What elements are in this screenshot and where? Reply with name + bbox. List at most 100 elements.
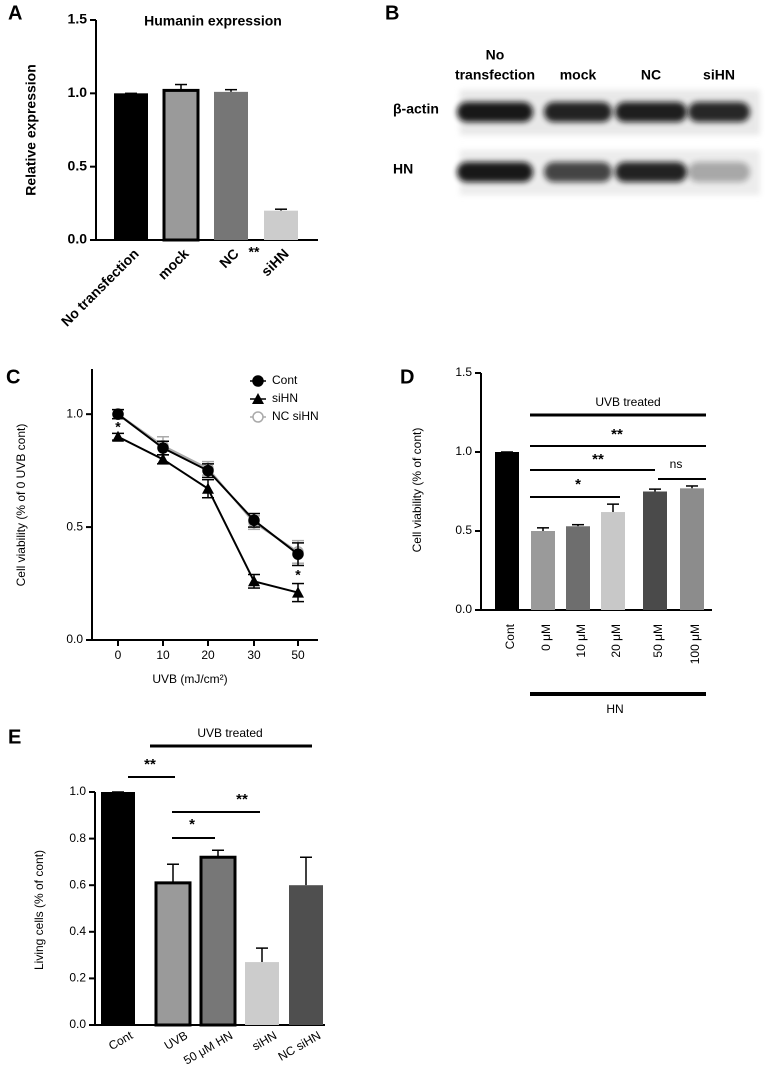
legend-marker <box>252 375 264 387</box>
band <box>688 162 750 182</box>
bar <box>566 526 590 610</box>
data-point <box>292 586 304 598</box>
x-tick-label: 0 μM <box>539 624 553 651</box>
bar <box>154 881 192 1027</box>
y-tick-label: 0.0 <box>455 602 472 616</box>
series-line <box>117 435 299 594</box>
bar <box>101 792 135 1025</box>
y-tick-label: 0.2 <box>69 971 86 985</box>
y-tick-label: 0.0 <box>66 632 83 646</box>
data-point <box>157 442 169 454</box>
bar <box>495 452 519 610</box>
y-axis-label: Cell viability (% of cont) <box>410 428 424 553</box>
annotation: UVB treated <box>595 395 660 409</box>
y-tick-label: 0.5 <box>455 523 472 537</box>
x-tick-label: 20 μM <box>609 624 623 658</box>
x-tick-label: Cont <box>106 1028 136 1053</box>
column-label: NC <box>641 67 661 83</box>
panel-label: C <box>6 366 20 388</box>
x-tick-label: 10 μM <box>574 624 588 658</box>
column-label: transfection <box>455 67 535 83</box>
data-point <box>202 482 214 494</box>
x-tick-label: siHN <box>258 245 292 279</box>
annotation: ** <box>611 426 623 443</box>
band <box>544 162 612 182</box>
y-tick-label: 0.8 <box>69 831 86 845</box>
annotation: ** <box>249 244 260 260</box>
x-tick-label: NC <box>216 245 242 271</box>
bar <box>643 491 667 610</box>
annotation: * <box>115 419 121 435</box>
x-tick-label: 50 μM HN <box>181 1028 235 1067</box>
y-axis-label: Living cells (% of cont) <box>32 850 46 970</box>
data-point <box>292 548 304 560</box>
bar <box>199 855 237 1027</box>
y-tick-label: 1.0 <box>69 784 86 798</box>
band <box>457 162 533 182</box>
y-tick-label: 0.5 <box>66 519 83 533</box>
legend-label: NC siHN <box>272 409 319 423</box>
y-tick-label: 0.0 <box>69 1017 86 1031</box>
bar <box>680 488 704 610</box>
data-point <box>112 430 124 442</box>
y-tick-label: 0.4 <box>69 924 86 938</box>
panel-label: E <box>8 726 21 748</box>
x-tick-label: 50 μM <box>651 624 665 658</box>
data-point <box>202 464 214 477</box>
x-axis-label: UVB (mJ/cm²) <box>152 672 227 686</box>
annotation: ** <box>144 756 156 773</box>
y-tick-label: 1.0 <box>68 84 88 100</box>
y-tick-label: 1.5 <box>68 11 88 27</box>
legend-label: Cont <box>272 373 298 387</box>
data-point <box>157 453 169 465</box>
annotation: HN <box>606 702 623 716</box>
annotation: * <box>575 476 581 493</box>
annotation: ** <box>236 791 248 808</box>
x-tick-label: 30 <box>247 648 261 662</box>
bar <box>162 88 200 242</box>
data-point <box>248 514 260 527</box>
row-label: HN <box>393 161 413 177</box>
x-tick-label: siHN <box>250 1028 280 1053</box>
band <box>544 102 612 122</box>
chart-title: Humanin expression <box>144 13 282 29</box>
bar <box>531 531 555 610</box>
band <box>615 162 687 182</box>
band <box>457 102 533 122</box>
bar <box>114 93 148 240</box>
bar <box>245 962 279 1025</box>
annotation: * <box>295 567 301 583</box>
legend-marker <box>252 393 264 404</box>
panel-label: A <box>8 2 22 24</box>
y-tick-label: 0.0 <box>68 231 88 247</box>
data-point <box>248 575 260 587</box>
y-tick-label: 0.5 <box>68 157 88 173</box>
x-tick-label: 100 μM <box>688 624 702 664</box>
x-tick-label: 0 <box>115 648 122 662</box>
x-tick-label: 10 <box>156 648 170 662</box>
x-tick-label: Cont <box>503 623 517 649</box>
x-tick-label: 50 <box>291 648 305 662</box>
legend-marker <box>252 411 264 423</box>
x-tick-label: NC siHN <box>276 1028 323 1063</box>
row-label: β-actin <box>393 101 439 117</box>
column-label: siHN <box>703 67 735 83</box>
x-tick-label: mock <box>155 245 192 282</box>
y-axis-label: Relative expression <box>23 64 39 196</box>
bar <box>214 91 248 240</box>
legend-label: siHN <box>272 391 298 405</box>
annotation: UVB treated <box>197 726 262 740</box>
bar <box>601 512 625 610</box>
bar <box>264 210 298 240</box>
y-axis-label: Cell viability (% of 0 UVB cont) <box>14 424 28 587</box>
x-tick-label: No transfection <box>58 245 142 329</box>
y-tick-label: 0.6 <box>69 877 86 891</box>
band <box>688 102 750 122</box>
y-tick-label: 1.0 <box>455 444 472 458</box>
panel-label: D <box>400 366 414 388</box>
panel-label: B <box>385 2 399 24</box>
y-tick-label: 1.0 <box>66 406 83 420</box>
column-label: mock <box>560 67 597 83</box>
x-tick-label: 20 <box>201 648 215 662</box>
